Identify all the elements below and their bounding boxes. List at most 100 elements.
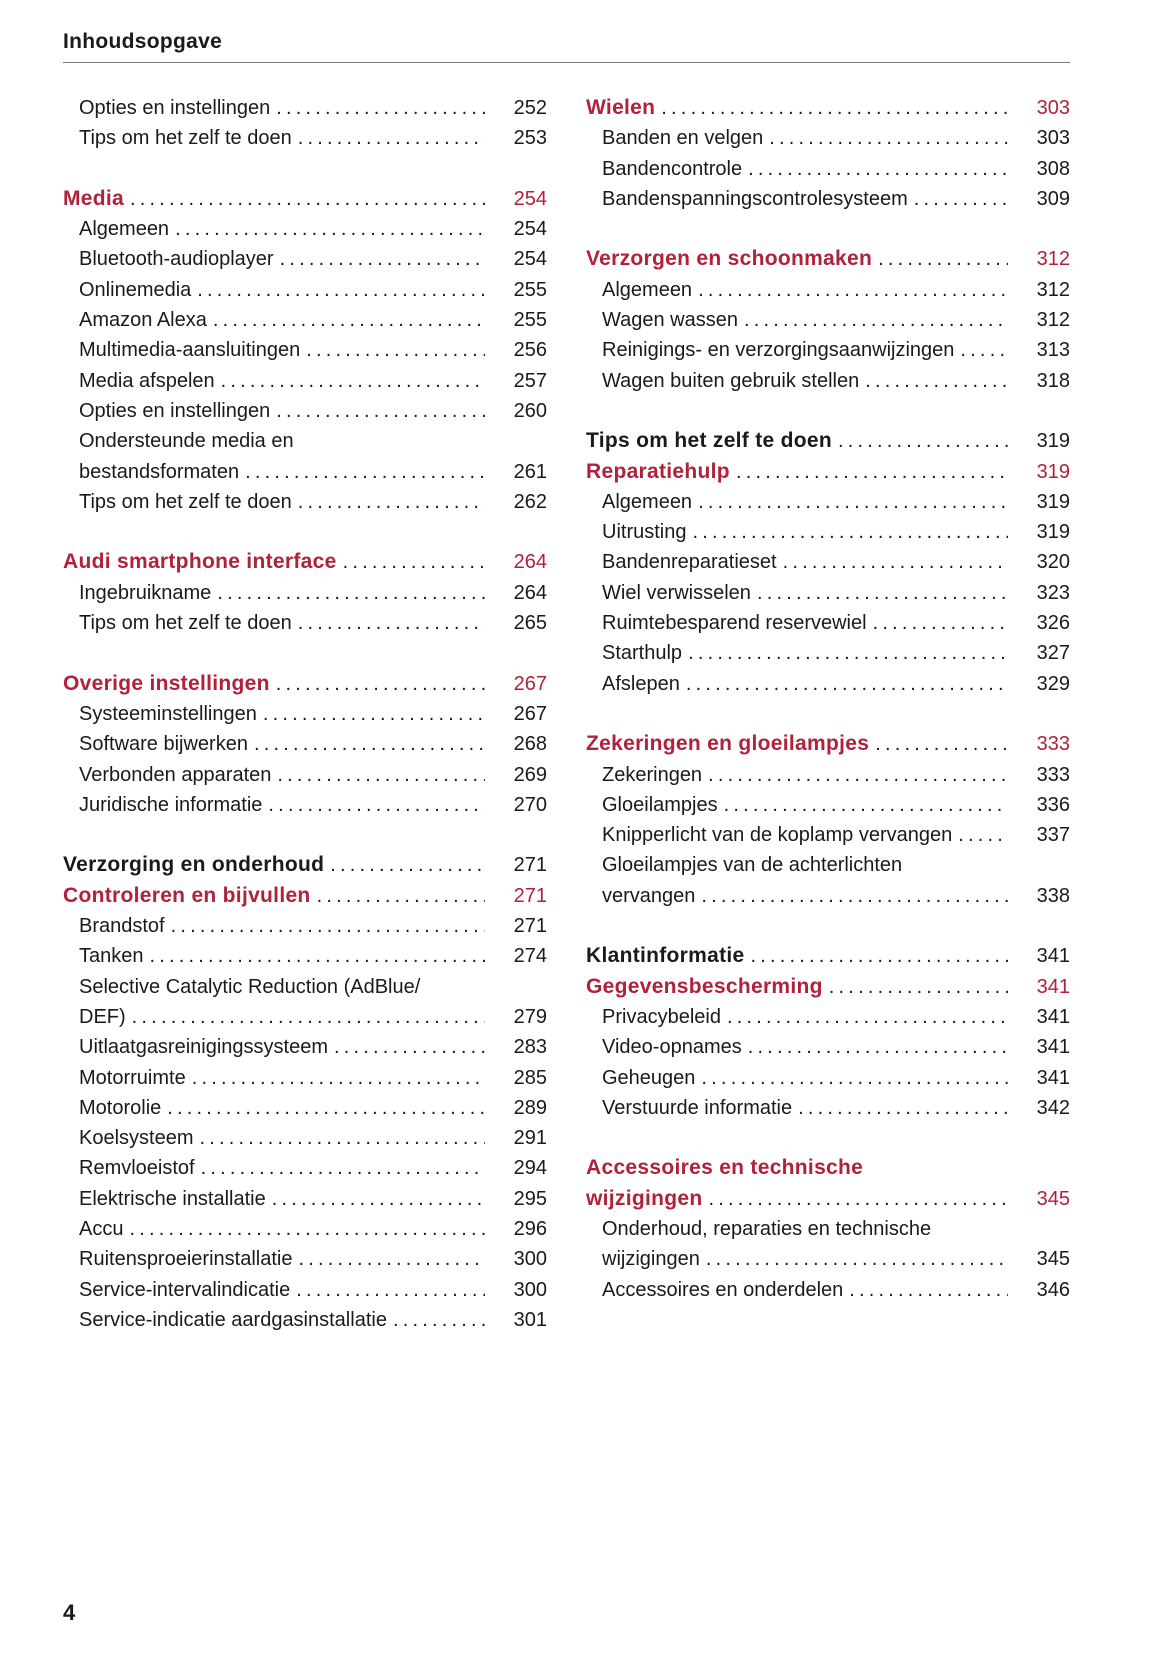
page-reference[interactable]: 260 [513, 399, 547, 422]
toc-entry[interactable]: Tips om het zelf te doen................… [63, 487, 547, 517]
toc-entry[interactable]: Elektrische installatie.................… [63, 1184, 547, 1214]
page-reference[interactable]: 333 [1036, 763, 1070, 786]
toc-entry[interactable]: Privacybeleid...........................… [586, 1002, 1070, 1032]
page-reference[interactable]: 341 [1036, 945, 1070, 968]
toc-entry[interactable]: Reinigings- en verzorgingsaanwijzingen..… [586, 335, 1070, 365]
page-reference[interactable]: 255 [513, 278, 547, 301]
toc-entry[interactable]: Motorolie...............................… [63, 1093, 547, 1123]
toc-entry[interactable]: Starthulp...............................… [586, 638, 1070, 668]
page-reference[interactable]: 291 [513, 1127, 547, 1150]
page-reference[interactable]: 252 [513, 97, 547, 119]
page-reference[interactable]: 341 [1036, 975, 1070, 998]
page-reference[interactable]: 256 [513, 339, 547, 362]
page-reference[interactable]: 253 [513, 127, 547, 150]
toc-entry[interactable]: Afslepen................................… [586, 669, 1070, 699]
page-reference[interactable]: 336 [1036, 793, 1070, 816]
page-reference[interactable]: 346 [1036, 1278, 1070, 1301]
page-reference[interactable]: 303 [1036, 127, 1070, 150]
toc-entry[interactable]: Zekeringen..............................… [586, 760, 1070, 790]
page-reference[interactable]: 341 [1036, 1066, 1070, 1089]
page-reference[interactable]: 279 [513, 1005, 547, 1028]
toc-chapter-heading[interactable]: Overige instellingen....................… [63, 669, 547, 699]
page-reference[interactable]: 254 [513, 248, 547, 271]
page-reference[interactable]: 283 [513, 1036, 547, 1059]
toc-entry[interactable]: Tips om het zelf te doen................… [63, 123, 547, 153]
page-reference[interactable]: 264 [513, 581, 547, 604]
page-reference[interactable]: 326 [1036, 612, 1070, 635]
page-reference[interactable]: 254 [513, 218, 547, 241]
page-reference[interactable]: 341 [1036, 1036, 1070, 1059]
page-reference[interactable]: 255 [513, 309, 547, 332]
toc-chapter-heading[interactable]: Media...................................… [63, 184, 547, 214]
toc-chapter-heading[interactable]: Gegevensbescherming.....................… [586, 972, 1070, 1002]
toc-entry[interactable]: Knipperlicht van de koplamp vervangen...… [586, 820, 1070, 850]
page-reference[interactable]: 312 [1036, 248, 1070, 271]
toc-chapter-heading[interactable]: Reparatiehulp...........................… [586, 457, 1070, 487]
page-reference[interactable]: 261 [513, 460, 547, 483]
toc-entry[interactable]: Ruimtebesparend reservewiel.............… [586, 608, 1070, 638]
toc-entry[interactable]: Onderhoud, reparaties en technische wijzi… [586, 1214, 1070, 1275]
page-reference[interactable]: 341 [1036, 1005, 1070, 1028]
toc-chapter-heading[interactable]: Controleren en bijvullen................… [63, 881, 547, 911]
page-reference[interactable]: 345 [1036, 1248, 1070, 1271]
page-reference[interactable]: 274 [513, 945, 547, 968]
toc-entry[interactable]: Gloeilampjes van de achterlichten vervang… [586, 850, 1070, 911]
page-reference[interactable]: 262 [513, 490, 547, 513]
page-reference[interactable]: 271 [513, 915, 547, 938]
toc-entry[interactable]: Ingebruikname...........................… [63, 578, 547, 608]
toc-chapter-heading[interactable]: Verzorging en onderhoud.................… [63, 850, 547, 880]
page-reference[interactable]: 319 [1036, 460, 1070, 483]
page-reference[interactable]: 319 [1036, 490, 1070, 513]
toc-chapter-heading[interactable]: Tips om het zelf te doen................… [586, 426, 1070, 456]
toc-entry[interactable]: Uitlaatgasreinigingssysteem.............… [63, 1032, 547, 1062]
page-reference[interactable]: 254 [513, 187, 547, 210]
page-reference[interactable]: 319 [1036, 521, 1070, 544]
toc-entry[interactable]: Brandstof...............................… [63, 911, 547, 941]
page-reference[interactable]: 318 [1036, 369, 1070, 392]
page-reference[interactable]: 309 [1036, 187, 1070, 210]
toc-entry[interactable]: Wagen buiten gebruik stellen............… [586, 366, 1070, 396]
toc-entry[interactable]: Software bijwerken......................… [63, 729, 547, 759]
toc-entry[interactable]: Bandenreparatieset......................… [586, 547, 1070, 577]
page-reference[interactable]: 295 [513, 1187, 547, 1210]
toc-chapter-heading[interactable]: Verzorgen en schoonmaken................… [586, 244, 1070, 274]
toc-entry[interactable]: Service-intervalindicatie...............… [63, 1275, 547, 1305]
page-reference[interactable]: 338 [1036, 884, 1070, 907]
toc-chapter-heading[interactable]: Audi smartphone interface...............… [63, 547, 547, 577]
toc-chapter-heading[interactable]: Accessoires en technische wijzigingen....… [586, 1153, 1070, 1214]
toc-entry[interactable]: Bluetooth-audioplayer...................… [63, 244, 547, 274]
page-reference[interactable]: 267 [513, 702, 547, 725]
toc-entry[interactable]: Video-opnames...........................… [586, 1032, 1070, 1062]
page-reference[interactable]: 268 [513, 733, 547, 756]
toc-entry[interactable]: Amazon Alexa............................… [63, 305, 547, 335]
toc-entry[interactable]: Bandencontrole..........................… [586, 154, 1070, 184]
toc-entry[interactable]: Accessoires en onderdelen...............… [586, 1275, 1070, 1305]
page-reference[interactable]: 285 [513, 1066, 547, 1089]
toc-chapter-heading[interactable]: Zekeringen en gloeilampjes..............… [586, 729, 1070, 759]
page-reference[interactable]: 267 [513, 672, 547, 695]
toc-entry[interactable]: Ruitensproeierinstallatie...............… [63, 1244, 547, 1274]
page-reference[interactable]: 294 [513, 1157, 547, 1180]
page-reference[interactable]: 269 [513, 763, 547, 786]
toc-entry[interactable]: Wiel verwisselen........................… [586, 578, 1070, 608]
toc-entry[interactable]: Media afspelen..........................… [63, 366, 547, 396]
toc-entry[interactable]: Opties en instellingen..................… [63, 93, 547, 123]
toc-entry[interactable]: Verbonden apparaten.....................… [63, 760, 547, 790]
page-reference[interactable]: 333 [1036, 733, 1070, 756]
toc-entry[interactable]: Motorruimte.............................… [63, 1063, 547, 1093]
toc-entry[interactable]: Algemeen................................… [63, 214, 547, 244]
toc-entry[interactable]: Verstuurde informatie...................… [586, 1093, 1070, 1123]
toc-chapter-heading[interactable]: Klantinformatie.........................… [586, 941, 1070, 971]
page-reference[interactable]: 270 [513, 793, 547, 816]
page-reference[interactable]: 327 [1036, 642, 1070, 665]
page-reference[interactable]: 337 [1036, 824, 1070, 847]
toc-entry[interactable]: Koelsysteem.............................… [63, 1123, 547, 1153]
page-reference[interactable]: 329 [1036, 672, 1070, 695]
toc-entry[interactable]: Tips om het zelf te doen................… [63, 608, 547, 638]
page-reference[interactable]: 319 [1036, 430, 1070, 453]
page-reference[interactable]: 345 [1036, 1187, 1070, 1210]
page-reference[interactable]: 265 [513, 612, 547, 635]
toc-entry[interactable]: Juridische informatie...................… [63, 790, 547, 820]
page-reference[interactable]: 300 [513, 1278, 547, 1301]
page-reference[interactable]: 301 [513, 1308, 547, 1331]
